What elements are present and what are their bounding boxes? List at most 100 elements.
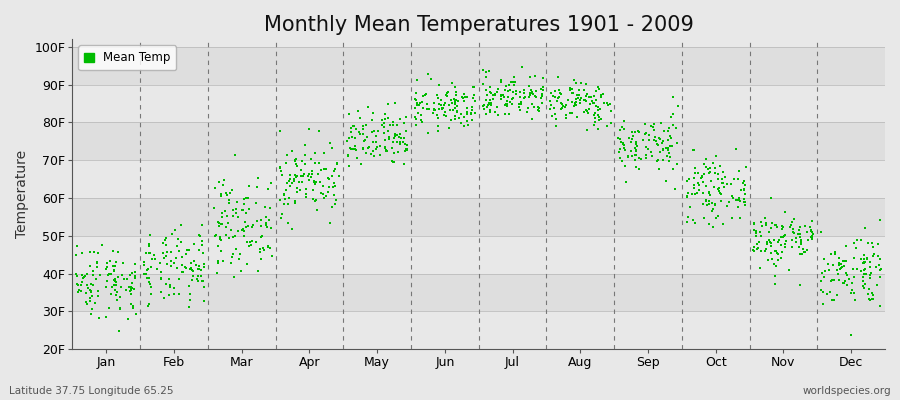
Point xyxy=(737,178,751,184)
Point xyxy=(690,190,705,196)
Point xyxy=(691,187,706,193)
Point xyxy=(639,155,653,161)
Point xyxy=(706,160,721,166)
Point xyxy=(187,240,202,247)
Point xyxy=(525,115,539,122)
Point xyxy=(385,144,400,151)
Point xyxy=(344,129,358,136)
Point xyxy=(724,180,739,187)
Text: worldspecies.org: worldspecies.org xyxy=(803,386,891,396)
Point xyxy=(166,260,181,266)
Point xyxy=(638,152,652,158)
Point xyxy=(91,293,105,300)
Point xyxy=(144,284,158,290)
Point xyxy=(860,255,875,261)
Point xyxy=(475,103,490,110)
Point xyxy=(183,290,197,297)
Point xyxy=(195,249,210,256)
Point xyxy=(347,135,362,141)
Point xyxy=(295,173,310,179)
Point xyxy=(309,179,323,185)
Point xyxy=(711,176,725,182)
Point xyxy=(487,92,501,98)
Point xyxy=(213,248,228,254)
Point xyxy=(621,153,635,159)
Point xyxy=(340,138,355,144)
Point xyxy=(94,242,109,249)
Point xyxy=(228,233,242,240)
Point xyxy=(93,272,107,278)
Point xyxy=(554,105,569,112)
Point xyxy=(448,116,463,122)
Point xyxy=(823,289,837,295)
Point xyxy=(159,235,174,242)
Point xyxy=(140,266,155,273)
Point xyxy=(104,291,118,298)
Point xyxy=(304,174,319,180)
Point xyxy=(632,128,646,135)
Point xyxy=(559,112,573,118)
Point xyxy=(839,270,853,276)
Point xyxy=(353,131,367,137)
Point xyxy=(299,186,313,192)
Point xyxy=(504,79,518,85)
Point xyxy=(108,278,122,285)
Point xyxy=(89,264,104,270)
Point xyxy=(671,103,686,109)
Point xyxy=(822,266,836,273)
Point xyxy=(822,260,836,267)
Point xyxy=(568,102,582,109)
Point xyxy=(325,145,339,151)
Point xyxy=(408,105,422,112)
Point xyxy=(482,84,497,90)
Point xyxy=(348,146,363,153)
Point xyxy=(111,274,125,280)
Point xyxy=(603,101,617,107)
Point xyxy=(764,239,778,246)
Point xyxy=(712,188,726,194)
Point xyxy=(746,247,760,253)
Point xyxy=(511,104,526,110)
Point xyxy=(588,110,602,116)
Point xyxy=(314,167,328,173)
Point xyxy=(328,197,343,203)
Point xyxy=(562,110,577,116)
Point xyxy=(175,268,189,275)
Point xyxy=(506,79,520,85)
Point xyxy=(830,292,844,298)
Point xyxy=(349,154,364,161)
Point xyxy=(535,99,549,106)
Point xyxy=(102,271,116,278)
Point xyxy=(144,291,158,297)
Point xyxy=(624,148,638,154)
Point xyxy=(596,91,610,98)
Point xyxy=(854,256,868,262)
Point xyxy=(437,102,452,108)
Point xyxy=(616,158,630,164)
Point xyxy=(662,124,676,131)
Point xyxy=(758,248,772,254)
Point xyxy=(752,265,767,271)
Point xyxy=(341,135,356,141)
Point xyxy=(456,91,471,97)
Point xyxy=(125,280,140,286)
Point xyxy=(464,110,479,117)
Point xyxy=(766,261,780,267)
Point xyxy=(409,90,423,97)
Point xyxy=(254,222,268,229)
Point xyxy=(141,243,156,249)
Point xyxy=(690,180,705,186)
Point xyxy=(108,287,122,293)
Point xyxy=(325,172,339,179)
Point xyxy=(212,179,226,185)
Point xyxy=(321,184,336,190)
Point xyxy=(386,134,400,141)
Point xyxy=(716,180,731,186)
Point xyxy=(831,271,845,278)
Point xyxy=(467,92,482,98)
Point xyxy=(75,250,89,256)
Point xyxy=(240,238,255,245)
Point xyxy=(824,277,839,283)
Point xyxy=(123,284,138,290)
Point xyxy=(731,197,745,203)
